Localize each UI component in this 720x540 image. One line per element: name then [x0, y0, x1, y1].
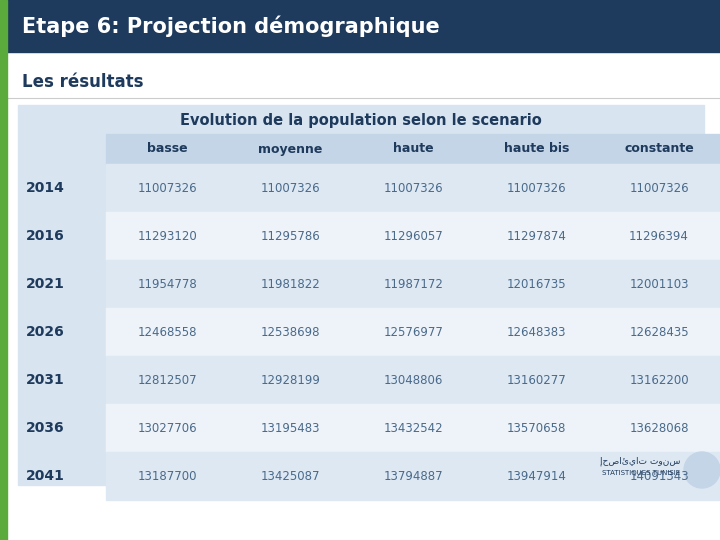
- Text: 2026: 2026: [26, 325, 65, 339]
- Text: 2021: 2021: [26, 277, 65, 291]
- Bar: [229, 134, 352, 164]
- Text: 11295786: 11295786: [261, 230, 320, 242]
- Text: 11007326: 11007326: [261, 181, 320, 194]
- Bar: [475, 356, 598, 404]
- Text: 12576977: 12576977: [384, 326, 444, 339]
- Bar: [106, 164, 229, 212]
- Text: 2016: 2016: [26, 229, 65, 243]
- Bar: [598, 212, 720, 260]
- Text: 11297874: 11297874: [507, 230, 567, 242]
- Text: Evolution de la population selon le scenario: Evolution de la population selon le scen…: [180, 112, 542, 127]
- Bar: [106, 134, 229, 164]
- Text: 11981822: 11981822: [261, 278, 320, 291]
- Text: 13628068: 13628068: [629, 422, 689, 435]
- Text: moyenne: moyenne: [258, 143, 323, 156]
- Bar: [106, 452, 229, 500]
- Text: 13432542: 13432542: [384, 422, 444, 435]
- Text: 11296394: 11296394: [629, 230, 689, 242]
- Text: STATISTIQUES TUNISIE: STATISTIQUES TUNISIE: [602, 470, 680, 476]
- Bar: [352, 308, 475, 356]
- Bar: [475, 308, 598, 356]
- Bar: [352, 134, 475, 164]
- Text: Etape 6: Projection démographique: Etape 6: Projection démographique: [22, 15, 440, 37]
- Text: 11007326: 11007326: [138, 181, 197, 194]
- Text: 2036: 2036: [26, 421, 65, 435]
- Text: 11954778: 11954778: [138, 278, 197, 291]
- Text: 11293120: 11293120: [138, 230, 197, 242]
- Text: haute bis: haute bis: [504, 143, 570, 156]
- Bar: [352, 212, 475, 260]
- Text: 12016735: 12016735: [507, 278, 567, 291]
- Bar: [229, 404, 352, 452]
- Bar: [229, 212, 352, 260]
- Bar: [598, 164, 720, 212]
- Text: 12648383: 12648383: [507, 326, 566, 339]
- Text: 13195483: 13195483: [261, 422, 320, 435]
- Text: 12468558: 12468558: [138, 326, 197, 339]
- Bar: [106, 356, 229, 404]
- Text: 11987172: 11987172: [384, 278, 444, 291]
- Bar: [598, 404, 720, 452]
- Text: 13160277: 13160277: [507, 374, 567, 387]
- Text: 13570658: 13570658: [507, 422, 566, 435]
- Text: 13425087: 13425087: [261, 469, 320, 483]
- Text: 2014: 2014: [26, 181, 65, 195]
- Bar: [106, 308, 229, 356]
- Bar: [475, 212, 598, 260]
- Bar: [475, 404, 598, 452]
- Text: haute: haute: [393, 143, 434, 156]
- Text: constante: constante: [624, 143, 694, 156]
- Text: 12812507: 12812507: [138, 374, 197, 387]
- Bar: [106, 212, 229, 260]
- Text: 2041: 2041: [26, 469, 65, 483]
- Bar: [229, 308, 352, 356]
- Bar: [18, 105, 704, 485]
- Bar: [598, 452, 720, 500]
- Text: 13048806: 13048806: [384, 374, 444, 387]
- Text: 2031: 2031: [26, 373, 65, 387]
- Text: 13162200: 13162200: [629, 374, 689, 387]
- Text: 11007326: 11007326: [507, 181, 567, 194]
- Circle shape: [684, 452, 720, 488]
- Bar: [352, 164, 475, 212]
- Bar: [352, 260, 475, 308]
- Bar: [475, 134, 598, 164]
- Bar: [106, 260, 229, 308]
- Text: إحصائيات تونس: إحصائيات تونس: [600, 456, 680, 465]
- Text: 11296057: 11296057: [384, 230, 444, 242]
- Bar: [598, 260, 720, 308]
- Text: Les résultats: Les résultats: [22, 73, 143, 91]
- Text: 13794887: 13794887: [384, 469, 444, 483]
- Bar: [475, 260, 598, 308]
- Bar: [352, 404, 475, 452]
- Bar: [229, 452, 352, 500]
- Bar: [352, 356, 475, 404]
- Text: 14091343: 14091343: [629, 469, 689, 483]
- Bar: [229, 260, 352, 308]
- Bar: [598, 308, 720, 356]
- Bar: [475, 164, 598, 212]
- Text: 12928199: 12928199: [261, 374, 320, 387]
- Text: 11007326: 11007326: [384, 181, 444, 194]
- Bar: [598, 356, 720, 404]
- Bar: [229, 164, 352, 212]
- Text: 12538698: 12538698: [261, 326, 320, 339]
- Text: 13947914: 13947914: [507, 469, 567, 483]
- Bar: [475, 452, 598, 500]
- Bar: [0, 0, 7, 540]
- Text: basse: basse: [147, 143, 188, 156]
- Bar: [598, 134, 720, 164]
- Text: 13027706: 13027706: [138, 422, 197, 435]
- Text: 12628435: 12628435: [629, 326, 689, 339]
- Bar: [229, 356, 352, 404]
- Bar: [352, 452, 475, 500]
- Text: 13187700: 13187700: [138, 469, 197, 483]
- Bar: [106, 404, 229, 452]
- Text: 12001103: 12001103: [629, 278, 689, 291]
- Bar: [7, 0, 720, 52]
- Text: 11007326: 11007326: [629, 181, 689, 194]
